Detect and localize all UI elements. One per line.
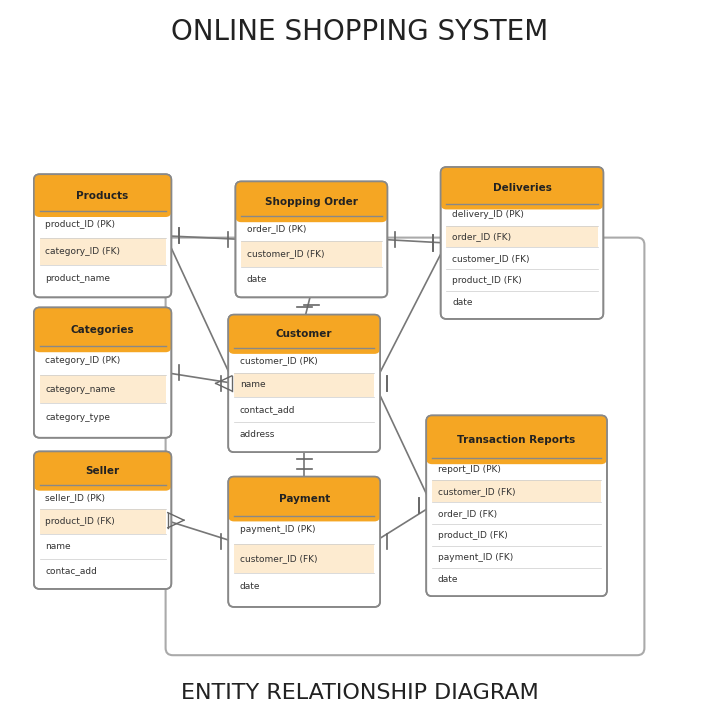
Bar (446, 225, 598, 248)
Bar (234, 516, 374, 544)
Bar (40, 559, 166, 583)
Bar (40, 375, 166, 403)
FancyBboxPatch shape (235, 181, 387, 222)
Bar (40, 485, 166, 510)
FancyBboxPatch shape (235, 181, 387, 297)
Text: category_type: category_type (45, 413, 110, 422)
Bar (234, 544, 374, 572)
FancyBboxPatch shape (34, 451, 171, 589)
Bar (446, 204, 598, 225)
Text: order_ID (PK): order_ID (PK) (247, 225, 306, 233)
Text: contact_add: contact_add (240, 405, 295, 414)
Bar (432, 503, 601, 524)
Bar (234, 373, 374, 397)
Text: Shopping Order: Shopping Order (265, 197, 358, 207)
Text: payment_ID (PK): payment_ID (PK) (240, 526, 315, 534)
FancyBboxPatch shape (228, 315, 380, 354)
Bar (234, 348, 374, 373)
Bar (432, 459, 601, 480)
Bar (432, 546, 601, 568)
FancyBboxPatch shape (446, 173, 598, 204)
Text: Products: Products (76, 191, 129, 201)
FancyBboxPatch shape (34, 307, 171, 352)
FancyBboxPatch shape (441, 167, 603, 319)
Text: name: name (240, 380, 266, 390)
Text: Payment: Payment (279, 494, 330, 504)
Text: Deliveries: Deliveries (492, 184, 552, 193)
Text: category_ID (FK): category_ID (FK) (45, 247, 120, 256)
Text: contac_add: contac_add (45, 567, 97, 575)
Text: customer_ID (FK): customer_ID (FK) (438, 487, 516, 496)
Bar (432, 524, 601, 546)
FancyBboxPatch shape (34, 307, 171, 438)
FancyBboxPatch shape (234, 320, 374, 348)
FancyBboxPatch shape (241, 187, 382, 217)
FancyBboxPatch shape (426, 415, 607, 596)
Bar (40, 510, 166, 534)
Text: customer_ID (FK): customer_ID (FK) (247, 250, 325, 258)
FancyBboxPatch shape (34, 451, 171, 491)
Bar (241, 217, 382, 241)
FancyBboxPatch shape (34, 174, 171, 297)
Bar (234, 572, 374, 601)
Bar (446, 269, 598, 292)
Text: order_ID (FK): order_ID (FK) (438, 509, 497, 518)
Text: ENTITY RELATIONSHIP DIAGRAM: ENTITY RELATIONSHIP DIAGRAM (181, 683, 539, 703)
Text: customer_ID (FK): customer_ID (FK) (452, 254, 530, 263)
FancyBboxPatch shape (34, 174, 171, 217)
FancyBboxPatch shape (228, 315, 380, 452)
Text: product_name: product_name (45, 274, 110, 283)
Text: date: date (240, 582, 260, 591)
Text: customer_ID (FK): customer_ID (FK) (240, 554, 318, 563)
FancyBboxPatch shape (40, 457, 166, 485)
Bar (446, 248, 598, 269)
FancyBboxPatch shape (441, 167, 603, 210)
Bar (40, 346, 166, 375)
Text: name: name (45, 542, 71, 551)
FancyBboxPatch shape (228, 477, 380, 521)
Bar (234, 422, 374, 446)
Bar (432, 568, 601, 590)
FancyBboxPatch shape (40, 313, 166, 346)
Text: payment_ID (FK): payment_ID (FK) (438, 553, 513, 562)
Text: Categories: Categories (71, 325, 135, 335)
Text: Seller: Seller (86, 466, 120, 476)
FancyBboxPatch shape (426, 415, 607, 464)
Text: product_ID (FK): product_ID (FK) (438, 531, 508, 540)
Text: order_ID (FK): order_ID (FK) (452, 232, 511, 241)
Text: date: date (438, 575, 458, 584)
FancyBboxPatch shape (432, 421, 601, 459)
Text: category_name: category_name (45, 384, 116, 394)
Text: Transaction Reports: Transaction Reports (457, 435, 576, 445)
Text: customer_ID (PK): customer_ID (PK) (240, 356, 318, 365)
Text: address: address (240, 430, 275, 438)
Bar (241, 266, 382, 292)
Text: report_ID (PK): report_ID (PK) (438, 465, 500, 474)
Text: delivery_ID (PK): delivery_ID (PK) (452, 210, 524, 219)
Text: product_ID (FK): product_ID (FK) (45, 517, 115, 526)
Text: product_ID (FK): product_ID (FK) (452, 276, 522, 285)
Bar (432, 480, 601, 503)
FancyBboxPatch shape (228, 477, 380, 607)
Text: date: date (452, 298, 472, 307)
FancyBboxPatch shape (40, 180, 166, 211)
Bar (40, 534, 166, 559)
Bar (40, 211, 166, 238)
Bar (234, 397, 374, 422)
Bar (241, 241, 382, 266)
Bar (446, 292, 598, 313)
Text: category_ID (PK): category_ID (PK) (45, 356, 121, 365)
Text: seller_ID (PK): seller_ID (PK) (45, 492, 105, 502)
Bar (40, 403, 166, 432)
Text: ONLINE SHOPPING SYSTEM: ONLINE SHOPPING SYSTEM (171, 19, 549, 46)
Text: product_ID (PK): product_ID (PK) (45, 220, 115, 229)
Text: Customer: Customer (276, 329, 333, 339)
Bar (40, 238, 166, 265)
Text: date: date (247, 274, 267, 284)
FancyBboxPatch shape (234, 482, 374, 516)
Bar (40, 265, 166, 292)
